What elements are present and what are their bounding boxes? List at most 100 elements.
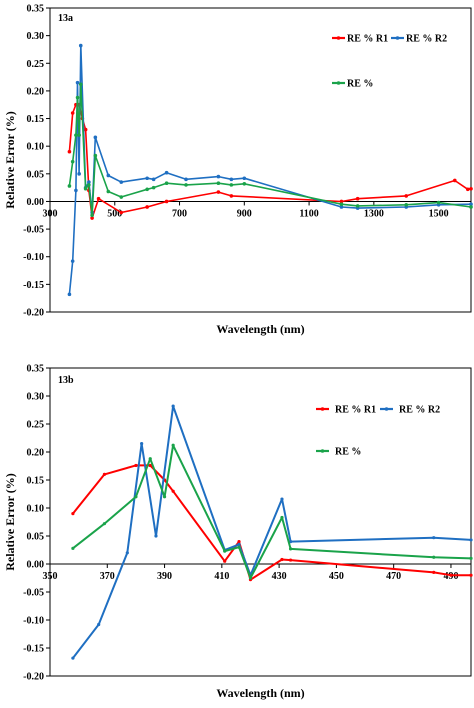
series-2-point	[93, 153, 98, 158]
y-tick-label: 0.00	[27, 560, 45, 571]
series-1-point	[106, 173, 111, 178]
series-1-point	[71, 656, 75, 660]
series-1-point	[242, 176, 247, 181]
y-tick-label: -0.15	[23, 280, 44, 291]
series-2-point	[469, 556, 473, 561]
series-2-point	[106, 189, 111, 194]
y-tick-label: -0.10	[23, 616, 44, 627]
series-0-point	[449, 573, 453, 577]
x-tick-label: 700	[172, 208, 187, 219]
series-2-point	[151, 185, 156, 190]
x-tick-label: 1100	[299, 208, 318, 219]
series-1-point	[75, 80, 80, 85]
series-1-point	[145, 176, 149, 181]
series-1-point	[77, 172, 81, 176]
series-0-point	[119, 210, 124, 215]
series-1-point	[184, 177, 188, 182]
series-0-point	[355, 196, 360, 201]
series-0-point	[134, 463, 138, 468]
y-tick-label: 0.15	[27, 476, 45, 487]
series-2-point	[102, 522, 107, 526]
series-2-point	[119, 195, 124, 199]
legend-marker-0	[320, 407, 325, 411]
x-tick-label: 410	[214, 571, 229, 582]
y-axis-title: Relative Error (%)	[3, 473, 17, 571]
series-2-point	[83, 186, 88, 191]
series-0-point	[70, 111, 75, 115]
series-0-point	[469, 186, 473, 191]
series-2-point	[90, 213, 94, 218]
legend-label-2: RE %	[347, 79, 373, 90]
legend-marker-1	[395, 36, 400, 40]
y-tick-label: 0.20	[27, 448, 45, 459]
series-0-point	[171, 489, 175, 493]
y-tick-label: -0.15	[23, 644, 44, 655]
series-1-point	[469, 202, 473, 207]
series-1-point	[93, 135, 98, 140]
series-2-point	[74, 133, 78, 137]
y-tick-label: -0.20	[23, 308, 44, 319]
series-0-point	[223, 559, 227, 563]
series-1-point	[87, 180, 91, 184]
series-1-point	[154, 534, 158, 538]
series-0-point	[90, 216, 94, 220]
series-2-point	[280, 515, 284, 520]
series-1-point	[97, 622, 101, 627]
series-0-point	[83, 127, 88, 132]
series-2-point	[67, 184, 72, 188]
series-0-point	[229, 194, 234, 198]
x-tick-label: 300	[43, 208, 58, 219]
x-axis-title: Wavelength (nm)	[216, 322, 304, 336]
series-0-point	[96, 196, 101, 201]
series-0-point	[145, 205, 149, 209]
series-0-point	[148, 463, 152, 468]
series-0-point	[288, 558, 293, 562]
series-1-point	[74, 188, 78, 193]
y-tick-label: 0.20	[27, 86, 45, 97]
series-1-point	[237, 542, 241, 547]
series-2-point	[436, 200, 441, 205]
series-2-point	[162, 495, 167, 499]
series-2-point	[404, 202, 409, 207]
series-2-point	[469, 205, 473, 209]
series-2-point	[355, 204, 360, 208]
y-tick-label: 0.00	[27, 197, 45, 208]
series-1-point	[151, 177, 156, 182]
series-0-point	[67, 149, 72, 154]
y-tick-label: 0.30	[27, 392, 45, 403]
series-2-point	[237, 545, 241, 549]
y-tick-label: 0.35	[27, 4, 45, 15]
series-2-point	[184, 183, 188, 187]
series-0-point	[164, 199, 169, 204]
series-2-point	[87, 183, 91, 187]
y-tick-label: 0.25	[27, 420, 45, 431]
y-tick-label: -0.20	[23, 672, 44, 683]
x-tick-label: 1500	[429, 208, 449, 219]
legend-label-0: RE % R1	[347, 34, 388, 45]
legend-marker-1	[384, 407, 389, 411]
legend-marker-2	[320, 449, 325, 453]
x-tick-label: 430	[272, 571, 287, 582]
series-1-point	[70, 259, 75, 263]
x-tick-label: 370	[100, 571, 115, 582]
series-1-point	[164, 170, 169, 175]
x-tick-label: 390	[157, 571, 172, 582]
series-2-point	[75, 95, 80, 100]
x-axis-title: Wavelength (nm)	[216, 686, 304, 700]
x-tick-label: 900	[237, 208, 252, 219]
legend-marker-0	[336, 36, 341, 40]
series-0-point	[404, 194, 409, 198]
series-1-point	[140, 442, 144, 446]
legend-label-0: RE % R1	[335, 405, 376, 416]
legend-label-2: RE %	[335, 447, 361, 458]
series-1-point	[339, 205, 344, 209]
series-1-point	[171, 404, 175, 408]
series-0-point	[432, 570, 436, 575]
series-0-point	[237, 540, 241, 544]
series-2-point	[78, 82, 83, 87]
series-2-point	[77, 133, 81, 137]
x-tick-label: 350	[43, 571, 58, 582]
y-tick-label: 0.35	[27, 364, 45, 375]
x-tick-label: 470	[386, 571, 401, 582]
